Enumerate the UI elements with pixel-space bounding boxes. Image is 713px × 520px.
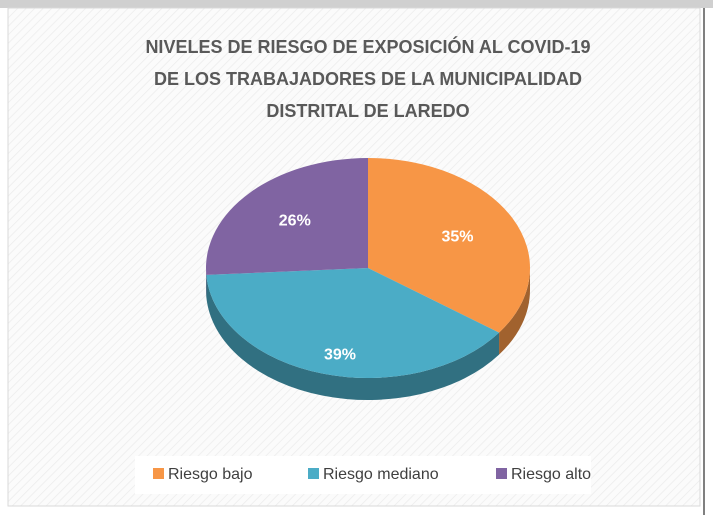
legend-swatch	[308, 468, 319, 479]
legend-label: Riesgo mediano	[323, 466, 439, 483]
chart-title: DISTRITAL DE LAREDO	[266, 101, 469, 121]
data-label: 26%	[279, 213, 311, 230]
legend-label: Riesgo bajo	[168, 466, 253, 483]
legend-label: Riesgo alto	[511, 466, 591, 483]
top-bar	[0, 0, 713, 8]
chart-title: DE LOS TRABAJADORES DE LA MUNICIPALIDAD	[154, 69, 582, 89]
data-label: 35%	[441, 228, 473, 245]
legend-swatch	[153, 468, 164, 479]
data-label: 39%	[324, 347, 356, 364]
legend-swatch	[496, 468, 507, 479]
chart-title: NIVELES DE RIESGO DE EXPOSICIÓN AL COVID…	[145, 36, 590, 57]
